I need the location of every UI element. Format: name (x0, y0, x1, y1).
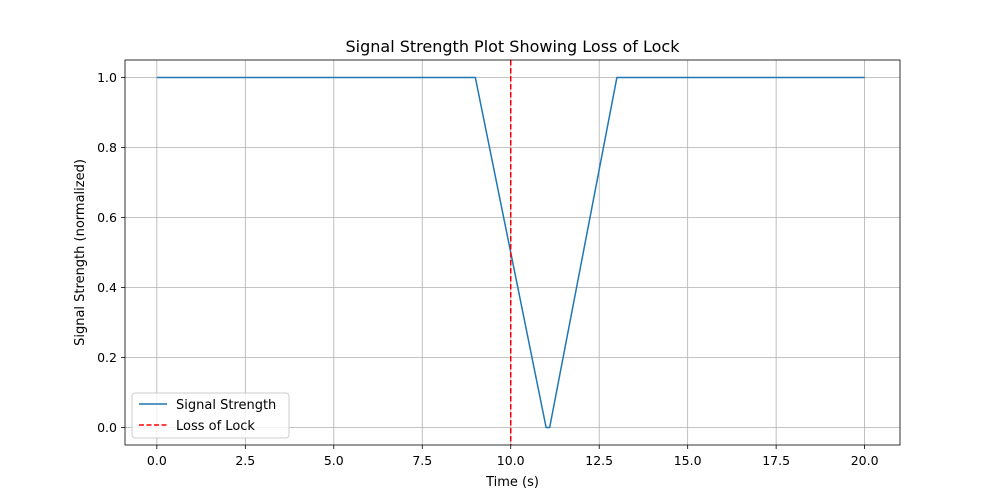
x-tick-label-2-5: 2.5 (235, 453, 255, 468)
plot-frame (124, 59, 901, 446)
x-tick-label-17-5: 17.5 (762, 453, 790, 468)
chart-title: Signal Strength Plot Showing Loss of Loc… (346, 37, 681, 56)
x-tick-label-12-5: 12.5 (585, 453, 613, 468)
x-axis-ticks: 0.0 2.5 5.0 7.5 10.0 12.5 15.0 17.5 20.0 (147, 445, 879, 468)
y-axis-ticks: 0.0 0.2 0.4 0.6 0.8 1.0 (97, 70, 125, 435)
y-tick-label-0-6: 0.6 (97, 210, 117, 225)
legend-label-loss-of-lock: Loss of Lock (176, 419, 255, 434)
x-tick-label-20-0: 20.0 (851, 453, 879, 468)
y-tick-label-1-0: 1.0 (97, 70, 117, 85)
legend: Signal Strength Loss of Lock (131, 392, 290, 439)
y-tick-label-0-8: 0.8 (97, 140, 117, 155)
legend-box (131, 392, 290, 439)
x-axis-label: Time (s) (485, 475, 539, 490)
y-tick-label-0-0: 0.0 (97, 420, 117, 435)
x-tick-label-15-0: 15.0 (674, 453, 702, 468)
grid (125, 60, 900, 445)
y-tick-label-0-2: 0.2 (97, 350, 117, 365)
y-tick-label-0-4: 0.4 (97, 280, 117, 295)
x-tick-label-0-0: 0.0 (147, 453, 167, 468)
y-axis-label: Signal Strength (normalized) (73, 159, 88, 346)
x-tick-label-7-5: 7.5 (412, 453, 432, 468)
series-line-signal-strength (156, 76, 865, 429)
legend-label-signal-strength: Signal Strength (176, 398, 276, 413)
series-layer (156, 76, 865, 429)
x-tick-label-5-0: 5.0 (324, 453, 344, 468)
x-tick-label-10-0: 10.0 (497, 453, 525, 468)
